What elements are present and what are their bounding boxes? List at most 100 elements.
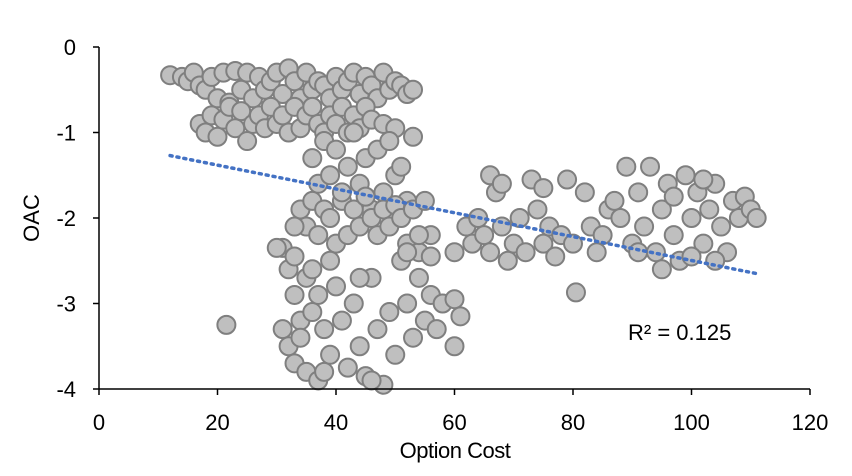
data-point xyxy=(663,186,684,207)
data-point xyxy=(408,225,429,246)
data-point xyxy=(557,169,578,190)
data-point xyxy=(403,126,424,147)
data-point xyxy=(699,199,720,220)
data-point xyxy=(320,250,341,271)
data-point xyxy=(681,208,702,228)
data-point xyxy=(367,319,388,340)
data-point xyxy=(302,148,323,169)
y-tick-label: -4 xyxy=(56,377,76,402)
x-tick-label: 0 xyxy=(93,410,105,435)
data-point xyxy=(349,336,370,357)
data-point xyxy=(426,319,447,340)
data-point xyxy=(343,293,364,314)
data-point xyxy=(237,131,258,152)
trendline xyxy=(168,153,759,276)
x-tick-label: 100 xyxy=(673,410,710,435)
data-point xyxy=(320,165,341,186)
data-point xyxy=(651,259,672,280)
x-axis-label: Option Cost xyxy=(400,438,511,463)
data-point xyxy=(403,79,424,100)
points-layer xyxy=(160,58,767,395)
data-point xyxy=(474,225,495,246)
x-tick-label: 80 xyxy=(561,410,585,435)
data-point xyxy=(545,246,566,267)
data-point xyxy=(563,233,583,254)
data-point xyxy=(497,250,518,271)
data-point xyxy=(693,169,714,190)
data-point xyxy=(320,208,341,228)
data-point xyxy=(343,199,364,220)
data-point xyxy=(527,199,548,220)
data-point xyxy=(610,208,631,228)
data-point xyxy=(216,314,237,335)
axes xyxy=(93,46,811,395)
x-tick-label: 60 xyxy=(442,410,466,435)
data-point xyxy=(651,199,672,220)
data-point xyxy=(616,156,637,177)
data-point xyxy=(326,139,346,160)
data-point xyxy=(711,216,732,237)
r-squared-annotation: R² = 0.125 xyxy=(628,320,731,345)
y-tick-label: 0 xyxy=(64,35,76,60)
data-point xyxy=(337,357,358,378)
data-point xyxy=(515,242,536,263)
data-point xyxy=(634,216,655,237)
data-point xyxy=(444,242,465,263)
data-point xyxy=(331,310,352,331)
data-point xyxy=(308,284,329,305)
data-point xyxy=(302,302,323,323)
x-tick-label: 40 xyxy=(324,410,348,435)
data-point xyxy=(628,242,649,263)
data-point xyxy=(408,267,429,288)
data-point xyxy=(361,370,382,391)
data-point xyxy=(379,302,400,323)
data-point xyxy=(349,267,370,288)
data-point xyxy=(207,126,228,147)
data-point xyxy=(314,361,335,382)
data-point xyxy=(586,242,607,263)
data-point xyxy=(693,233,714,254)
y-axis-label: OAC xyxy=(19,194,44,242)
data-point xyxy=(746,208,767,228)
data-point xyxy=(272,319,293,340)
data-point xyxy=(302,96,323,117)
data-point xyxy=(308,225,329,246)
data-point xyxy=(640,156,661,177)
data-point xyxy=(397,242,418,263)
data-point xyxy=(284,246,305,267)
x-tick-label: 120 xyxy=(792,410,829,435)
data-point xyxy=(480,242,501,263)
data-point xyxy=(284,284,305,305)
data-point xyxy=(604,190,625,211)
data-point xyxy=(403,327,424,348)
y-tick-label: -3 xyxy=(56,292,76,317)
data-point xyxy=(284,216,305,237)
y-tick-label: -2 xyxy=(56,206,76,231)
y-tick-label: -1 xyxy=(56,121,76,146)
data-point xyxy=(337,156,358,177)
data-point xyxy=(379,131,400,152)
data-point xyxy=(675,165,696,186)
data-point xyxy=(565,282,586,303)
data-point xyxy=(444,336,465,357)
data-point xyxy=(302,259,323,280)
data-point xyxy=(420,246,441,267)
data-point xyxy=(266,237,287,258)
x-tick-label: 20 xyxy=(205,410,229,435)
data-point xyxy=(391,156,412,177)
data-point xyxy=(397,293,418,314)
data-point xyxy=(326,276,346,297)
tick-labels: 0 20 40 60 80 100 120 0 -1 -2 -3 -4 xyxy=(56,35,828,435)
data-point xyxy=(533,233,554,254)
data-point xyxy=(320,344,341,365)
data-point xyxy=(290,327,311,348)
data-point xyxy=(491,173,512,194)
data-point xyxy=(574,182,595,203)
data-point xyxy=(385,344,406,365)
data-point xyxy=(314,319,335,340)
data-point xyxy=(450,306,471,327)
data-point xyxy=(343,122,364,143)
data-point xyxy=(533,178,554,199)
data-point xyxy=(628,182,649,203)
